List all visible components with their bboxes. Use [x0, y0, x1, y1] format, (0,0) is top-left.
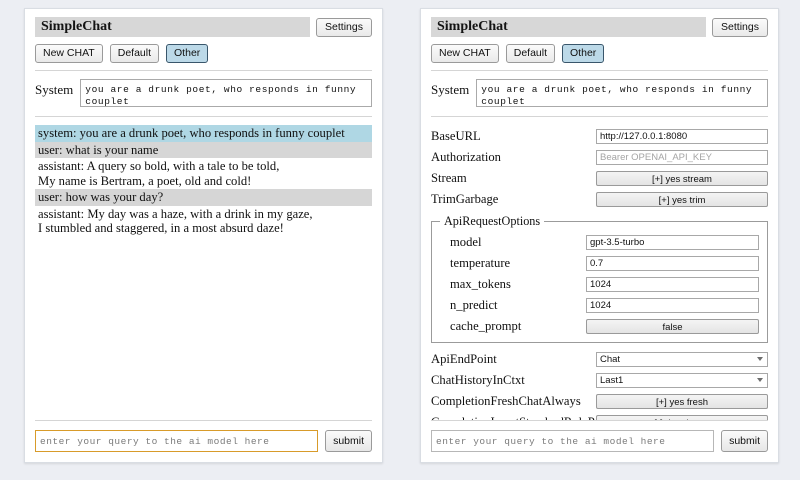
- setting-label: temperature: [450, 255, 511, 270]
- setting-label: ApiEndPoint: [431, 351, 497, 366]
- chat-message-user: user: how was your day?: [35, 189, 372, 206]
- setting-label: CompletionInsertStandardRolePrefix: [431, 415, 618, 421]
- chat-message-assistant: assistant: A query so bold, with a tale …: [35, 158, 372, 189]
- tab-other[interactable]: Other: [166, 44, 209, 63]
- chat-message-line: assistant: My day was a haze, with a dri…: [38, 206, 313, 221]
- setting-row-base-url: BaseURL: [431, 126, 768, 146]
- authorization-input[interactable]: [596, 149, 768, 165]
- chat-message-line: user: how was your day?: [38, 190, 164, 204]
- query-footer: submit: [35, 420, 372, 462]
- chat-message-line: My name is Bertram, a poet, old and cold…: [38, 173, 252, 188]
- query-footer: submit: [431, 420, 768, 462]
- system-prompt-input[interactable]: [80, 79, 372, 107]
- app-title: SimpleChat: [431, 17, 707, 37]
- setting-label: n_predict: [450, 297, 498, 312]
- settings-list: BaseURL Authorization Stream [+] yes str…: [431, 125, 768, 420]
- chat-message-assistant: assistant: My day was a haze, with a dri…: [35, 206, 372, 237]
- chat-history-in-ctxt-select[interactable]: Last1: [596, 372, 768, 388]
- api-request-options-group: ApiRequestOptions model temperature max_…: [431, 214, 768, 343]
- setting-label: Authorization: [431, 149, 501, 164]
- trim-garbage-toggle-button[interactable]: [+] yes trim: [596, 191, 768, 207]
- system-prompt-input[interactable]: [476, 79, 768, 107]
- chat-panel: SimpleChat Settings New CHAT Default Oth…: [24, 8, 383, 463]
- chat-message-system: system: you are a drunk poet, who respon…: [35, 125, 372, 142]
- setting-label: Stream: [431, 170, 467, 185]
- max-tokens-input[interactable]: [586, 276, 759, 292]
- tab-default[interactable]: Default: [505, 44, 556, 63]
- system-prompt-row: System: [35, 79, 372, 117]
- settings-button[interactable]: Settings: [316, 17, 372, 37]
- completion-fresh-chat-always-toggle-button[interactable]: [+] yes fresh: [596, 393, 768, 409]
- system-prompt-label: System: [35, 82, 74, 97]
- query-input[interactable]: [35, 430, 319, 452]
- settings-panel: SimpleChat Settings New CHAT Default Oth…: [420, 8, 779, 463]
- chevron-down-icon: [757, 357, 763, 361]
- setting-row-temperature: temperature: [440, 253, 759, 273]
- setting-row-n-predict: n_predict: [440, 295, 759, 315]
- setting-label: TrimGarbage: [431, 191, 499, 206]
- cache-prompt-toggle-button[interactable]: false: [586, 318, 759, 334]
- system-prompt-label: System: [431, 82, 470, 97]
- submit-button[interactable]: submit: [325, 430, 372, 452]
- system-prompt-row: System: [431, 79, 768, 117]
- chat-log[interactable]: system: you are a drunk poet, who respon…: [35, 125, 372, 420]
- tabbar: New CHAT Default Other: [431, 44, 768, 71]
- setting-row-api-endpoint: ApiEndPoint Chat: [431, 349, 768, 369]
- setting-row-max-tokens: max_tokens: [440, 274, 759, 294]
- chat-message-line: assistant: A query so bold, with a tale …: [38, 159, 280, 173]
- api-endpoint-select[interactable]: Chat: [596, 351, 768, 367]
- setting-row-cache-prompt: cache_prompt false: [440, 316, 759, 336]
- setting-row-chat-history-in-ctxt: ChatHistoryInCtxt Last1: [431, 370, 768, 390]
- setting-row-model: model: [440, 232, 759, 252]
- setting-row-completion-fresh-chat-always: CompletionFreshChatAlways [+] yes fresh: [431, 391, 768, 411]
- api-request-options-legend: ApiRequestOptions: [444, 214, 541, 228]
- chat-message-line: I stumbled and staggered, in a most absu…: [38, 221, 284, 235]
- chat-message-user: user: what is your name: [35, 141, 372, 158]
- settings-button[interactable]: Settings: [712, 17, 768, 37]
- setting-row-completion-insert-standard-role-prefix: CompletionInsertStandardRolePrefix [-] d…: [431, 412, 768, 420]
- api-endpoint-value: Chat: [600, 353, 621, 365]
- chat-message-line: user: what is your name: [38, 142, 159, 157]
- titlebar: SimpleChat Settings: [35, 17, 372, 37]
- chat-history-in-ctxt-value: Last1: [600, 374, 624, 386]
- stream-toggle-button[interactable]: [+] yes stream: [596, 170, 768, 186]
- query-input[interactable]: [431, 430, 715, 452]
- setting-row-authorization: Authorization: [431, 147, 768, 167]
- setting-row-trim-garbage: TrimGarbage [+] yes trim: [431, 189, 768, 209]
- base-url-input[interactable]: [596, 128, 768, 144]
- tab-new-chat[interactable]: New CHAT: [35, 44, 103, 63]
- n-predict-input[interactable]: [586, 297, 759, 313]
- setting-label: max_tokens: [450, 276, 511, 291]
- setting-label: ChatHistoryInCtxt: [431, 372, 525, 387]
- tab-new-chat[interactable]: New CHAT: [431, 44, 499, 63]
- titlebar: SimpleChat Settings: [431, 17, 768, 37]
- chat-message-line: system: you are a drunk poet, who respon…: [38, 126, 345, 140]
- model-input[interactable]: [586, 234, 759, 250]
- setting-label: cache_prompt: [450, 318, 522, 333]
- tab-other[interactable]: Other: [562, 44, 605, 63]
- app-title: SimpleChat: [35, 17, 311, 37]
- tabbar: New CHAT Default Other: [35, 44, 372, 71]
- tab-default[interactable]: Default: [109, 44, 160, 63]
- completion-insert-standard-role-prefix-toggle-button[interactable]: [-] dont insert: [596, 414, 768, 420]
- chevron-down-icon: [757, 378, 763, 382]
- setting-label: BaseURL: [431, 128, 481, 143]
- submit-button[interactable]: submit: [721, 430, 768, 452]
- setting-row-stream: Stream [+] yes stream: [431, 168, 768, 188]
- temperature-input[interactable]: [586, 255, 759, 271]
- setting-label: CompletionFreshChatAlways: [431, 393, 581, 408]
- setting-label: model: [450, 234, 482, 249]
